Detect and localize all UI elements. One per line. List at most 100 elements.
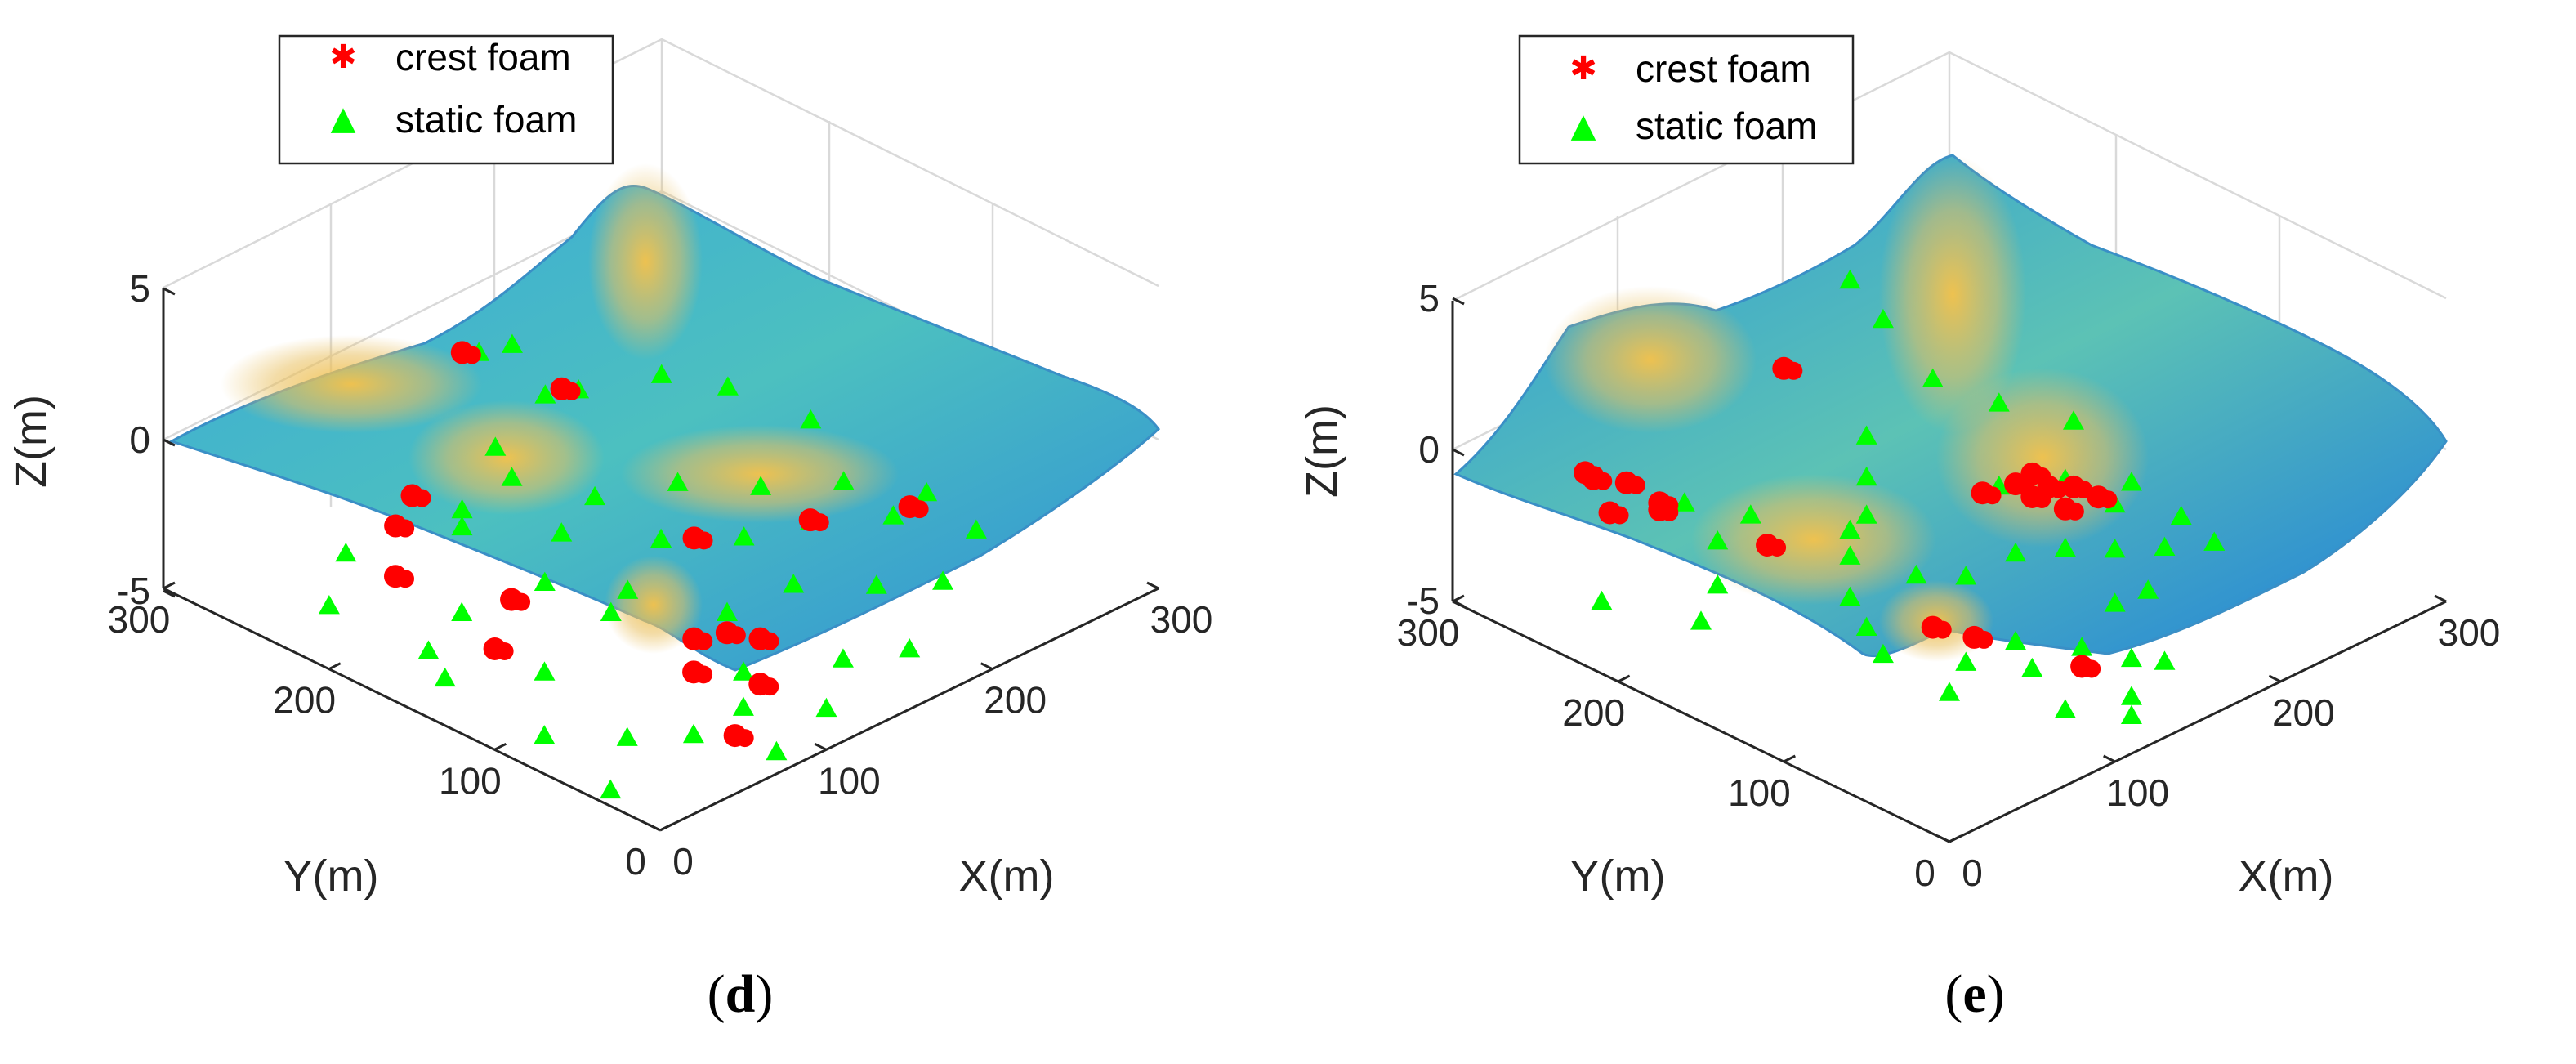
static-foam-marker — [1839, 269, 1861, 289]
x-tick-label: 200 — [984, 679, 1047, 722]
markers-d — [318, 333, 987, 799]
static-foam-marker — [1855, 504, 1877, 524]
legend-box-e — [1518, 34, 1855, 165]
legend-marker-crest-d: ✱ — [329, 38, 357, 76]
zlabel-e: Z(m) — [1297, 405, 1346, 498]
static-foam-marker — [750, 476, 772, 495]
y-tick-label: 300 — [1397, 611, 1460, 654]
ridge-d-4 — [621, 425, 899, 523]
static-foam-marker — [318, 594, 340, 615]
crest-foam-marker — [1594, 472, 1613, 490]
y-tick-mark — [328, 662, 342, 671]
static-foam-marker — [534, 384, 556, 404]
markers-e — [1574, 269, 2226, 724]
x-tick-label: 300 — [1150, 598, 1213, 641]
x-tick-label: 100 — [818, 759, 881, 802]
static-foam-marker — [766, 740, 788, 761]
static-foam-marker — [1988, 392, 2010, 412]
static-foam-marker — [2203, 531, 2226, 551]
y-tick-mark — [1617, 674, 1631, 683]
ridge-d-5 — [605, 556, 703, 654]
static-foam-marker — [1839, 586, 1861, 606]
x-tick-label: 0 — [672, 840, 694, 883]
surface-e — [1453, 154, 2448, 662]
legend-marker-static-d: ▲ — [331, 100, 356, 137]
ridge-e-4 — [1691, 474, 1936, 605]
axes-front-d — [162, 288, 1159, 832]
x-tick-label: 100 — [2106, 771, 2169, 814]
xlabel-d: X(m) — [959, 852, 1055, 901]
crest-foam-marker — [727, 626, 746, 645]
static-foam-marker — [865, 574, 887, 594]
crest-foam-marker — [2083, 659, 2101, 678]
caption-e-letter: e — [1962, 964, 1986, 1024]
z-tick-label: 5 — [129, 267, 150, 310]
static-foam-marker — [2021, 657, 2043, 677]
legend-marker-static-e: ▲ — [1571, 107, 1596, 145]
ridge-d-3 — [408, 400, 605, 515]
static-foam-marker — [417, 640, 440, 659]
static-foam-marker — [501, 467, 523, 486]
z-tick-mark — [1452, 297, 1465, 306]
static-foam-marker — [584, 485, 606, 506]
static-foam-marker — [1872, 643, 1894, 664]
static-foam-marker — [451, 498, 473, 519]
static-foam-marker — [833, 471, 855, 490]
static-foam-marker — [335, 542, 357, 562]
static-foam-marker — [1690, 610, 1712, 630]
z-tick-label: 0 — [1418, 428, 1440, 471]
static-foam-marker — [899, 638, 921, 658]
legend-label-static-d: static foam — [395, 98, 577, 141]
x-tick-label: 300 — [2438, 611, 2501, 654]
static-foam-marker — [650, 528, 672, 548]
static-foam-marker — [2120, 704, 2142, 724]
static-foam-marker — [1955, 566, 1977, 585]
static-foam-marker — [732, 696, 754, 716]
ylabel-d: Y(m) — [283, 852, 379, 901]
static-foam-marker — [617, 579, 639, 599]
y-tick-label: 300 — [108, 598, 171, 641]
z-tick-label: -5 — [1406, 579, 1440, 622]
static-foam-marker — [1872, 308, 1894, 329]
static-foam-marker — [2104, 592, 2126, 612]
static-foam-marker — [501, 333, 523, 353]
caption-d-letter: d — [725, 964, 756, 1024]
static-foam-marker — [1855, 425, 1877, 445]
static-foam-marker — [733, 526, 755, 546]
surface-d — [168, 163, 1160, 672]
static-foam-marker — [682, 723, 704, 744]
x-tick-mark — [2434, 594, 2447, 603]
crest-foam-marker — [562, 382, 581, 400]
ridge-e-1 — [1879, 155, 2026, 433]
crest-foam-marker — [1610, 506, 1629, 525]
x-tick-mark — [1146, 581, 1159, 590]
crest-foam-marker — [761, 677, 779, 696]
legend-box-d — [278, 34, 614, 165]
static-foam-marker — [1855, 466, 1877, 486]
static-foam-marker — [2120, 686, 2142, 705]
crest-foam-marker — [694, 531, 713, 550]
y-tick-label: 100 — [439, 759, 502, 802]
static-foam-marker — [1955, 651, 1977, 671]
static-foam-marker — [451, 601, 473, 621]
static-foam-marker — [484, 436, 507, 456]
x-tick-mark — [648, 823, 661, 832]
static-foam-marker — [2005, 542, 2027, 562]
static-foam-marker — [2005, 630, 2027, 650]
x-tick-mark — [1937, 834, 1950, 843]
crest-foam-marker — [2065, 502, 2084, 521]
y-tick-label: 200 — [273, 679, 336, 722]
static-foam-marker — [2154, 536, 2176, 556]
y-tick-label: 0 — [1914, 852, 1935, 894]
z-tick-label: 5 — [1418, 277, 1440, 320]
static-foam-marker — [1707, 574, 1729, 594]
crest-foam-marker — [495, 642, 514, 660]
static-foam-marker — [2154, 650, 2176, 670]
static-foam-marker — [667, 472, 689, 491]
crest-foam-marker — [1784, 361, 1803, 380]
y-tick-mark — [1949, 834, 1962, 843]
static-foam-marker — [2054, 699, 2076, 718]
